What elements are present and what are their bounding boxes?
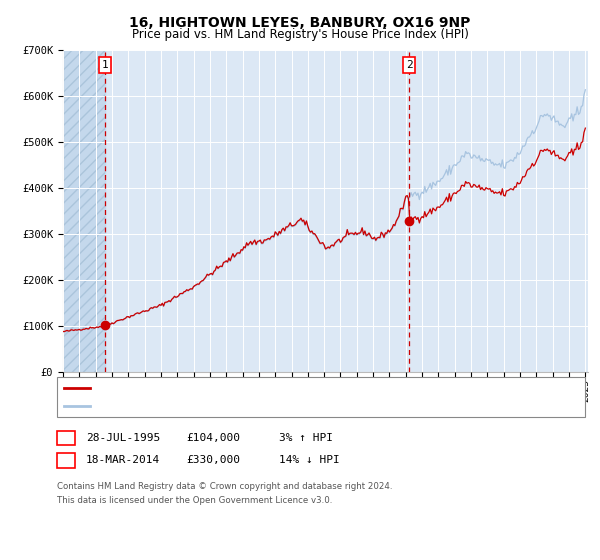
Text: 1: 1 xyxy=(101,60,108,70)
Text: This data is licensed under the Open Government Licence v3.0.: This data is licensed under the Open Gov… xyxy=(57,496,332,505)
Text: 2: 2 xyxy=(62,455,70,465)
Text: 18-MAR-2014: 18-MAR-2014 xyxy=(86,455,160,465)
Bar xyxy=(63,50,105,372)
Text: 3% ↑ HPI: 3% ↑ HPI xyxy=(279,433,333,443)
Text: HPI: Average price, detached house, Cherwell: HPI: Average price, detached house, Cher… xyxy=(95,401,323,411)
Text: 1: 1 xyxy=(62,433,70,443)
Text: 28-JUL-1995: 28-JUL-1995 xyxy=(86,433,160,443)
Text: 2: 2 xyxy=(406,60,413,70)
Text: 14% ↓ HPI: 14% ↓ HPI xyxy=(279,455,340,465)
Text: 16, HIGHTOWN LEYES, BANBURY, OX16 9NP (detached house): 16, HIGHTOWN LEYES, BANBURY, OX16 9NP (d… xyxy=(95,383,405,393)
Text: Contains HM Land Registry data © Crown copyright and database right 2024.: Contains HM Land Registry data © Crown c… xyxy=(57,482,392,491)
Text: £104,000: £104,000 xyxy=(186,433,240,443)
Text: 16, HIGHTOWN LEYES, BANBURY, OX16 9NP: 16, HIGHTOWN LEYES, BANBURY, OX16 9NP xyxy=(130,16,470,30)
Bar xyxy=(63,50,105,372)
Text: Price paid vs. HM Land Registry's House Price Index (HPI): Price paid vs. HM Land Registry's House … xyxy=(131,28,469,41)
Text: £330,000: £330,000 xyxy=(186,455,240,465)
